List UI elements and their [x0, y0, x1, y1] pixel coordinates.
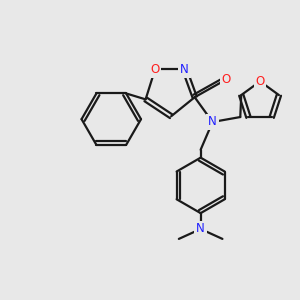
Text: N: N	[208, 116, 217, 128]
Text: O: O	[256, 75, 265, 88]
Text: O: O	[222, 73, 231, 86]
Text: O: O	[150, 63, 160, 76]
Text: N: N	[196, 223, 205, 236]
Text: N: N	[180, 63, 189, 76]
